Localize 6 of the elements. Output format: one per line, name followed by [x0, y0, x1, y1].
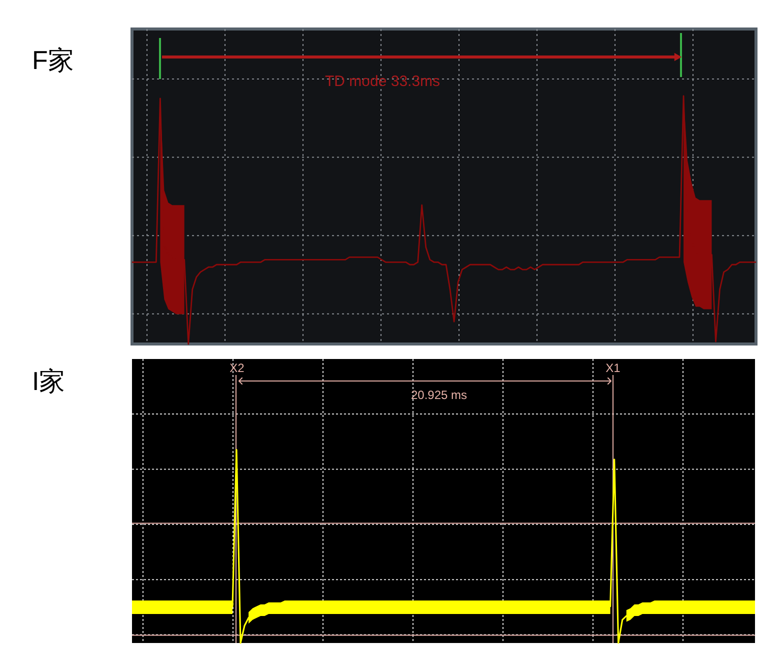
chart-title: I家 [32, 366, 66, 396]
chart-title: F家 [32, 45, 74, 75]
text: 20.925 ms [410, 388, 468, 402]
text: TD mode 33.3ms [325, 73, 440, 90]
text: X1 [606, 361, 621, 375]
text: X2 [230, 361, 245, 375]
